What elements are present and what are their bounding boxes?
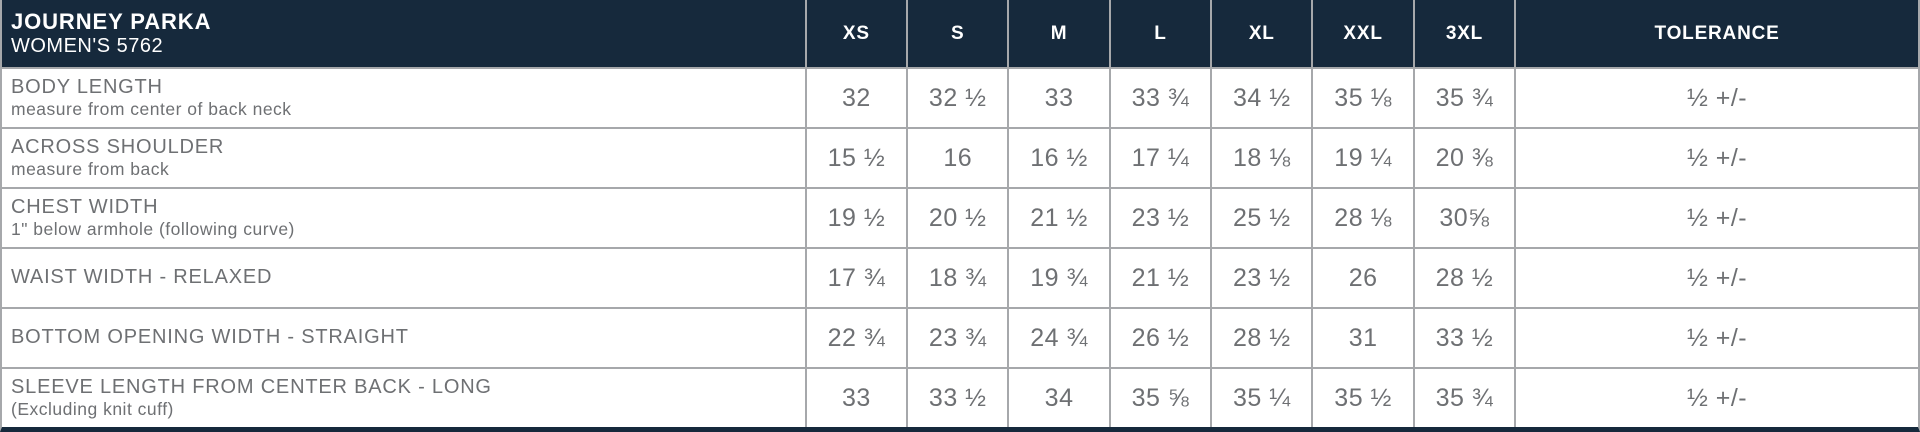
measurement-value-cell: 17 ¾ bbox=[806, 247, 909, 307]
size-column-header: M bbox=[1009, 0, 1111, 67]
measurement-note: 1" below armhole (following curve) bbox=[11, 219, 295, 240]
measurement-label-cell: WAIST WIDTH - RELAXED bbox=[2, 247, 807, 307]
measurement-value-cell: 15 ½ bbox=[806, 127, 909, 187]
measurement-value-cell: 35 ⅛ bbox=[1313, 67, 1415, 127]
measurement-value-cell: 30⅝ bbox=[1414, 187, 1517, 247]
measurement-value-cell: 20 ⅜ bbox=[1414, 127, 1517, 187]
measurement-value-cell: 17 ¼ bbox=[1110, 127, 1213, 187]
tolerance-value-cell: ½ +/- bbox=[1516, 367, 1918, 427]
measurement-value-cell: 33 ½ bbox=[1414, 307, 1517, 367]
product-title: JOURNEY PARKA bbox=[11, 9, 212, 35]
measurement-value-cell: 35 ⅝ bbox=[1110, 367, 1213, 427]
measurement-label-cell: SLEEVE LENGTH FROM CENTER BACK - LONG (E… bbox=[2, 367, 807, 427]
measurement-value-cell: 31 bbox=[1313, 307, 1415, 367]
measurement-value-cell: 22 ¾ bbox=[806, 307, 909, 367]
measurement-name: BODY LENGTH bbox=[11, 75, 163, 98]
measurement-value-cell: 33 ½ bbox=[908, 367, 1010, 427]
measurement-value-cell: 28 ½ bbox=[1414, 247, 1517, 307]
measurement-note: measure from center of back neck bbox=[11, 99, 292, 120]
measurement-value-cell: 21 ½ bbox=[1009, 187, 1111, 247]
measurement-value-cell: 25 ½ bbox=[1212, 187, 1314, 247]
tolerance-value-cell: ½ +/- bbox=[1516, 307, 1918, 367]
measurement-label-cell: ACROSS SHOULDER measure from back bbox=[2, 127, 807, 187]
tolerance-value-cell: ½ +/- bbox=[1516, 187, 1918, 247]
measurement-label-cell: BODY LENGTH measure from center of back … bbox=[2, 67, 807, 127]
measurement-value-cell: 28 ⅛ bbox=[1313, 187, 1415, 247]
measurement-value-cell: 33 bbox=[1009, 67, 1111, 127]
measurement-value-cell: 34 ½ bbox=[1212, 67, 1314, 127]
measurement-label-cell: CHEST WIDTH 1" below armhole (following … bbox=[2, 187, 807, 247]
tolerance-value-cell: ½ +/- bbox=[1516, 67, 1918, 127]
measurement-value-cell: 26 ½ bbox=[1110, 307, 1213, 367]
measurement-value-cell: 23 ½ bbox=[1110, 187, 1213, 247]
measurement-value-cell: 16 bbox=[908, 127, 1010, 187]
measurement-value-cell: 35 ¼ bbox=[1212, 367, 1314, 427]
measurement-name: ACROSS SHOULDER bbox=[11, 135, 225, 158]
measurement-value-cell: 18 ⅛ bbox=[1212, 127, 1314, 187]
measurement-name: CHEST WIDTH bbox=[11, 195, 159, 218]
size-column-header: 3XL bbox=[1414, 0, 1517, 67]
measurement-value-cell: 24 ¾ bbox=[1009, 307, 1111, 367]
measurement-name: SLEEVE LENGTH FROM CENTER BACK - LONG bbox=[11, 375, 492, 398]
size-column-header: XXL bbox=[1313, 0, 1415, 67]
measurement-value-cell: 34 bbox=[1009, 367, 1111, 427]
measurement-value-cell: 35 ½ bbox=[1313, 367, 1415, 427]
measurement-value-cell: 26 bbox=[1313, 247, 1415, 307]
measurement-value-cell: 33 bbox=[806, 367, 909, 427]
measurement-value-cell: 35 ¾ bbox=[1414, 67, 1517, 127]
product-title-cell: JOURNEY PARKA WOMEN'S 5762 bbox=[2, 0, 807, 67]
measurement-value-cell: 28 ½ bbox=[1212, 307, 1314, 367]
measurement-value-cell: 18 ¾ bbox=[908, 247, 1010, 307]
measurement-value-cell: 21 ½ bbox=[1110, 247, 1213, 307]
measurement-value-cell: 20 ½ bbox=[908, 187, 1010, 247]
size-column-header: S bbox=[908, 0, 1010, 67]
measurement-name: BOTTOM OPENING WIDTH - STRAIGHT bbox=[11, 326, 409, 349]
size-column-header: XS bbox=[806, 0, 909, 67]
tolerance-column-header: TOLERANCE bbox=[1516, 0, 1918, 67]
measurement-note: (Excluding knit cuff) bbox=[11, 399, 174, 420]
measurement-value-cell: 32 bbox=[806, 67, 909, 127]
measurement-value-cell: 23 ¾ bbox=[908, 307, 1010, 367]
tolerance-value-cell: ½ +/- bbox=[1516, 127, 1918, 187]
measurement-value-cell: 23 ½ bbox=[1212, 247, 1314, 307]
measurement-value-cell: 16 ½ bbox=[1009, 127, 1111, 187]
measurement-note: measure from back bbox=[11, 159, 170, 180]
measurement-value-cell: 35 ¾ bbox=[1414, 367, 1517, 427]
measurement-value-cell: 19 ½ bbox=[806, 187, 909, 247]
measurement-value-cell: 33 ¾ bbox=[1110, 67, 1213, 127]
product-subtitle: WOMEN'S 5762 bbox=[11, 34, 164, 57]
tolerance-value-cell: ½ +/- bbox=[1516, 247, 1918, 307]
measurement-name: WAIST WIDTH - RELAXED bbox=[11, 266, 273, 289]
measurement-label-cell: BOTTOM OPENING WIDTH - STRAIGHT bbox=[2, 307, 807, 367]
size-column-header: XL bbox=[1212, 0, 1314, 67]
measurement-value-cell: 19 ¾ bbox=[1009, 247, 1111, 307]
measurement-value-cell: 19 ¼ bbox=[1313, 127, 1415, 187]
measurement-value-cell: 32 ½ bbox=[908, 67, 1010, 127]
size-column-header: L bbox=[1110, 0, 1213, 67]
